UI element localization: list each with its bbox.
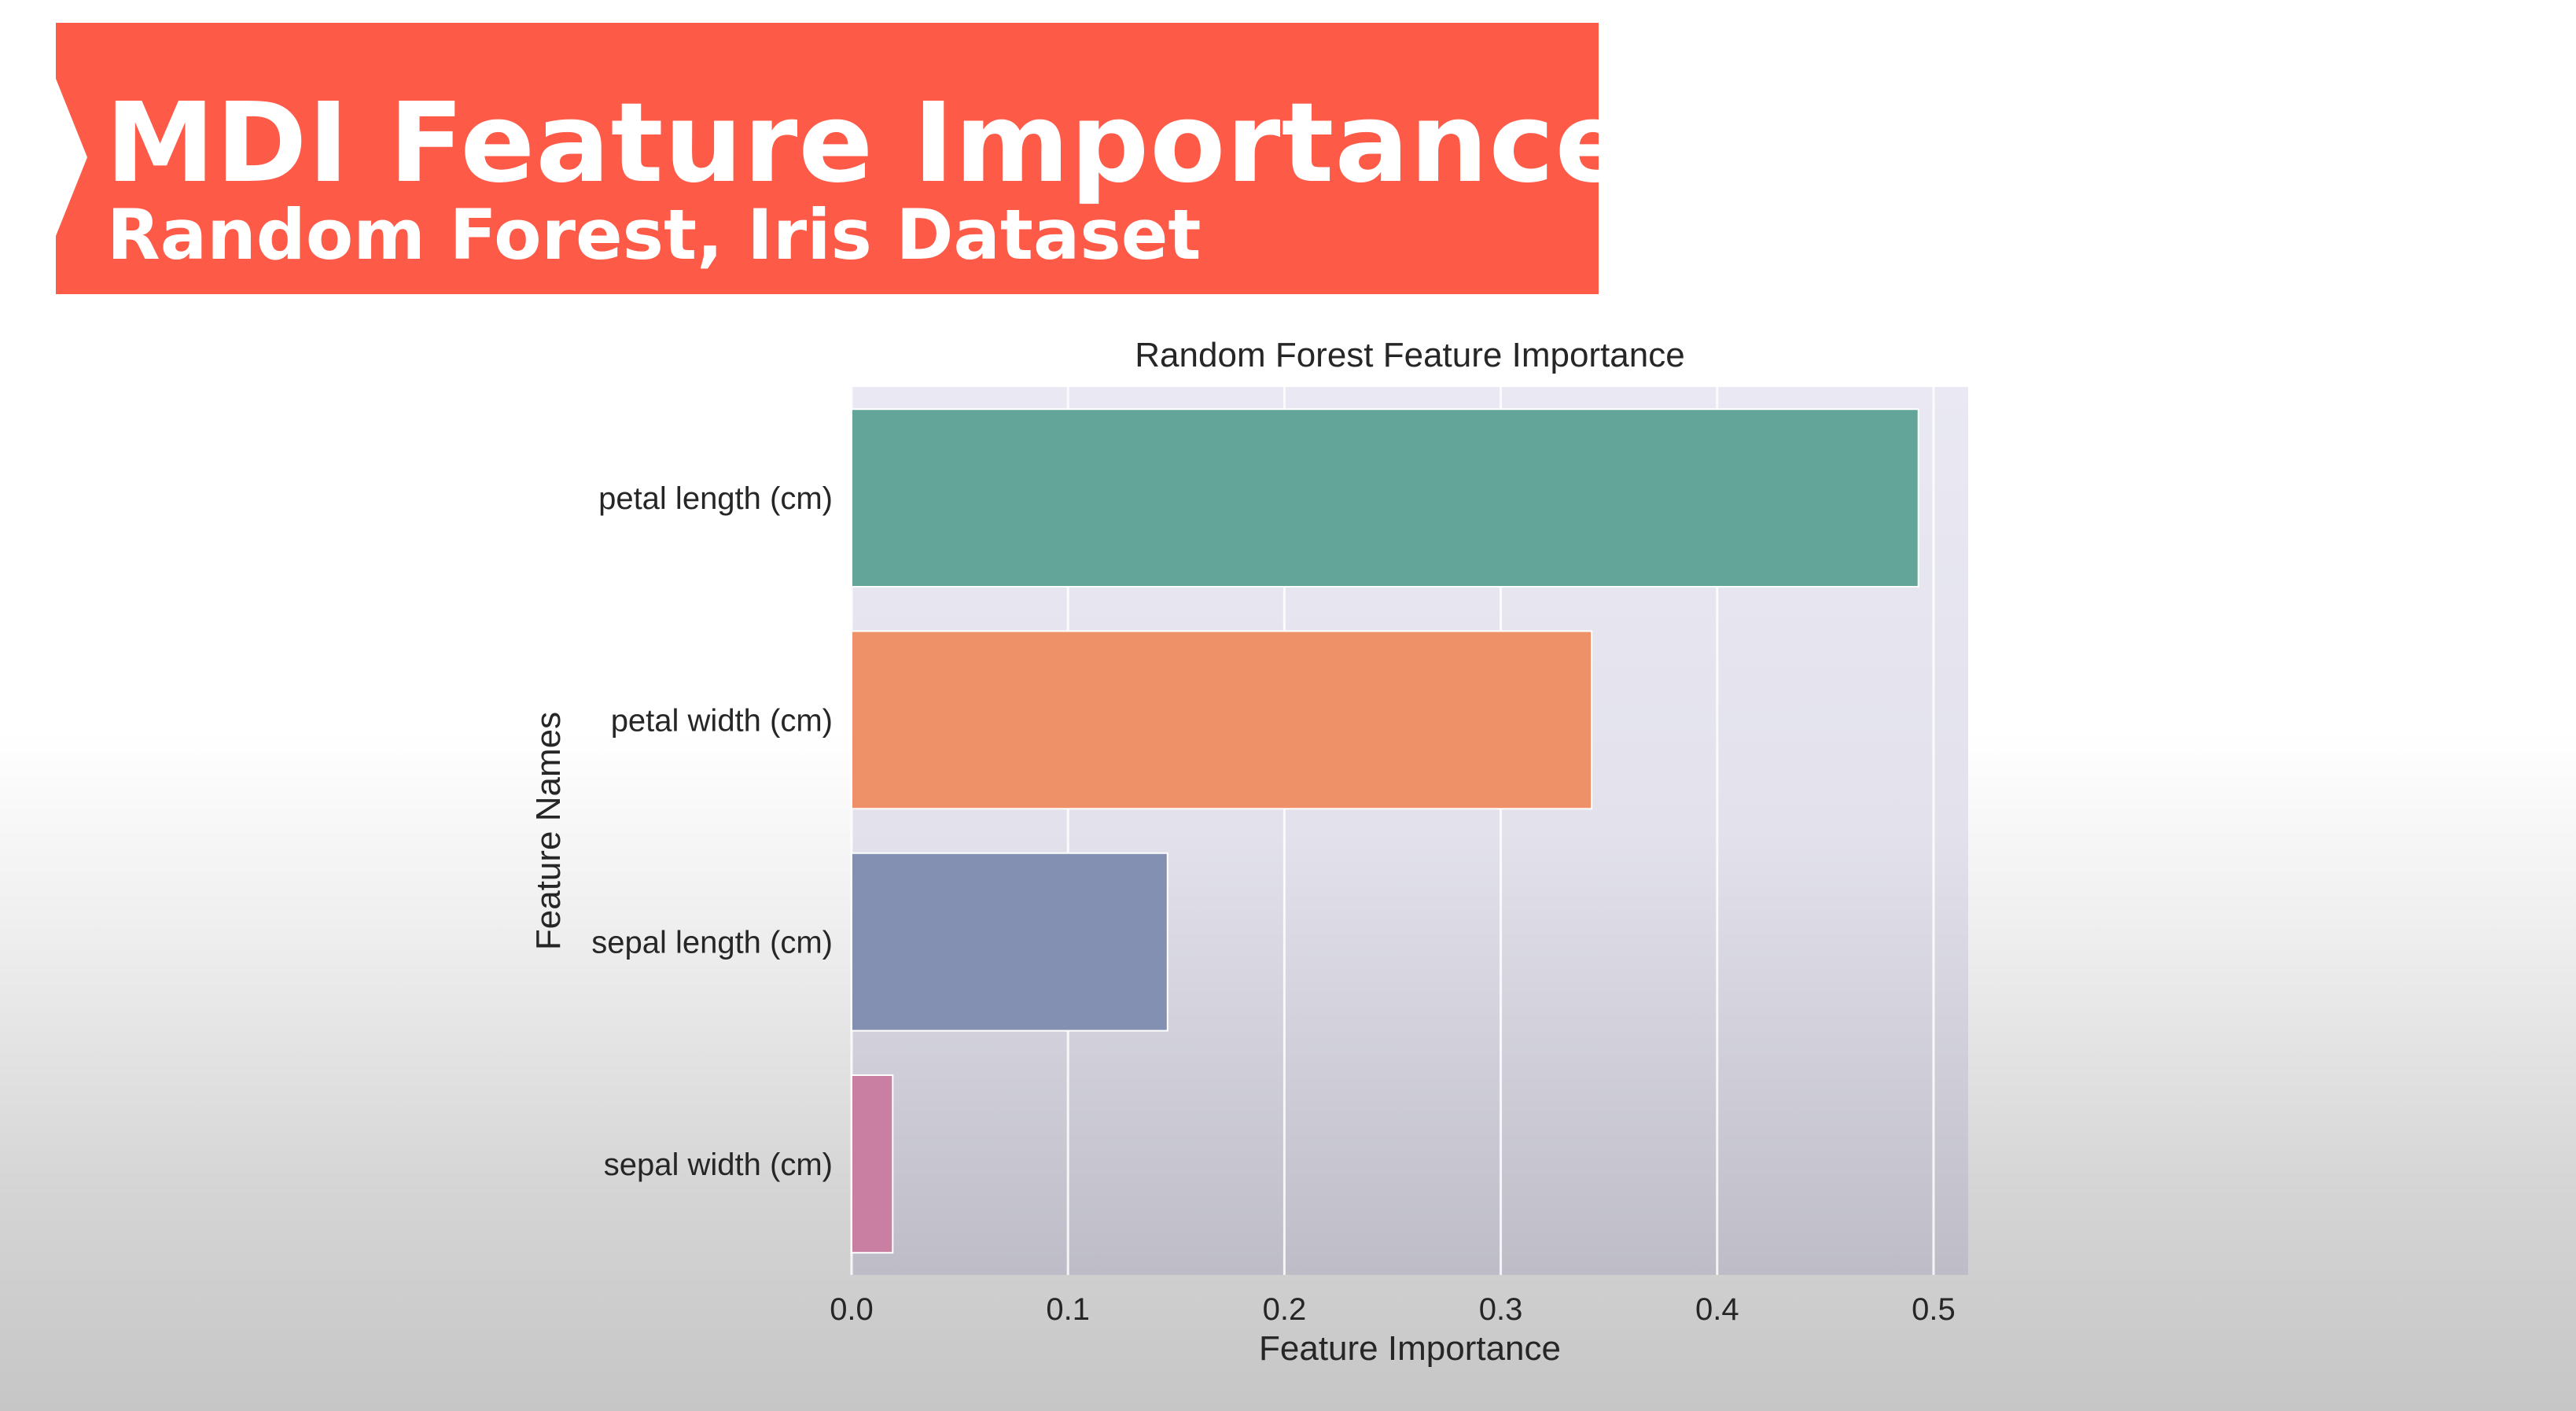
bars [851,408,1919,1254]
x-tick-label: 0.2 [1263,1292,1307,1327]
category-label: petal width (cm) [611,703,833,738]
bar [851,630,1593,810]
x-axis-label: Feature Importance [1259,1329,1561,1368]
x-tick-label: 0.0 [830,1292,874,1327]
banner-subtitle: Random Forest, Iris Dataset [107,194,1202,275]
chart-title: Random Forest Feature Importance [1135,336,1684,374]
x-tick-label: 0.5 [1912,1292,1956,1327]
category-label: sepal width (cm) [604,1148,833,1182]
category-label: petal length (cm) [598,481,833,516]
category-labels: petal length (cm) petal width (cm) sepal l… [591,481,833,1182]
bar [851,852,1168,1032]
title-banner [56,23,1599,294]
bar [851,408,1919,588]
x-tick-label: 0.4 [1695,1292,1739,1327]
category-label: sepal length (cm) [591,926,833,960]
y-axis-label: Feature Names [529,712,568,950]
banner-title: MDI Feature Importance [105,79,1631,208]
x-tick-labels: 0.0 0.1 0.2 0.3 0.4 0.5 [830,1292,1956,1327]
bar [851,1074,894,1254]
x-tick-label: 0.1 [1046,1292,1090,1327]
x-tick-label: 0.3 [1479,1292,1523,1327]
banner-notch [56,79,87,236]
